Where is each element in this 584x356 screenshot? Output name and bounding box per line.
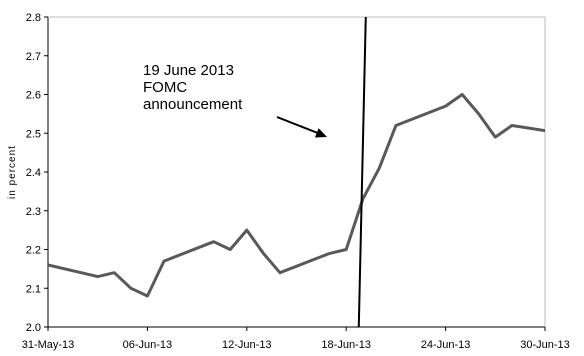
x-tick-label: 18-Jun-13 xyxy=(321,339,371,351)
annotation-text: 19 June 2013 FOMC announcement xyxy=(143,62,243,113)
y-tick-labels: 2.0 2.1 2.2 2.3 2.4 2.5 2.6 2.7 2.8 xyxy=(26,12,41,334)
y-tick-label: 2.0 xyxy=(26,322,41,334)
annotation-arrow xyxy=(276,116,327,138)
x-tick-label: 31-May-13 xyxy=(22,339,75,351)
arrow-shaft xyxy=(276,116,320,135)
y-tick-label: 2.1 xyxy=(26,283,41,295)
y-tick-label: 2.5 xyxy=(26,128,41,140)
y-tick-label: 2.3 xyxy=(26,206,41,218)
x-tick-label: 24-Jun-13 xyxy=(421,339,471,351)
y-tick-label: 2.8 xyxy=(26,12,41,24)
event-layer xyxy=(357,16,367,328)
x-tick-labels: 31-May-13 06-Jun-13 12-Jun-13 18-Jun-13 24-J… xyxy=(22,339,570,351)
series-line xyxy=(48,93,545,298)
series-layer xyxy=(48,93,545,298)
y-tick-label: 2.2 xyxy=(26,245,41,257)
axes xyxy=(44,16,546,331)
fomc-event-line xyxy=(357,16,367,328)
annotation-line: 19 June 2013 xyxy=(143,62,234,79)
arrow-head xyxy=(314,128,327,138)
x-tick-label: 30-Jun-13 xyxy=(520,339,570,351)
annotation-line: announcement xyxy=(143,96,243,113)
annotation-line: FOMC xyxy=(143,79,187,96)
x-tick-label: 12-Jun-13 xyxy=(222,339,272,351)
y-tick-label: 2.6 xyxy=(26,90,41,102)
y-axis-label: in percent xyxy=(7,145,18,199)
y-tick-label: 2.7 xyxy=(26,51,41,63)
x-tick-label: 06-Jun-13 xyxy=(123,339,173,351)
y-tick-label: 2.4 xyxy=(26,167,41,179)
